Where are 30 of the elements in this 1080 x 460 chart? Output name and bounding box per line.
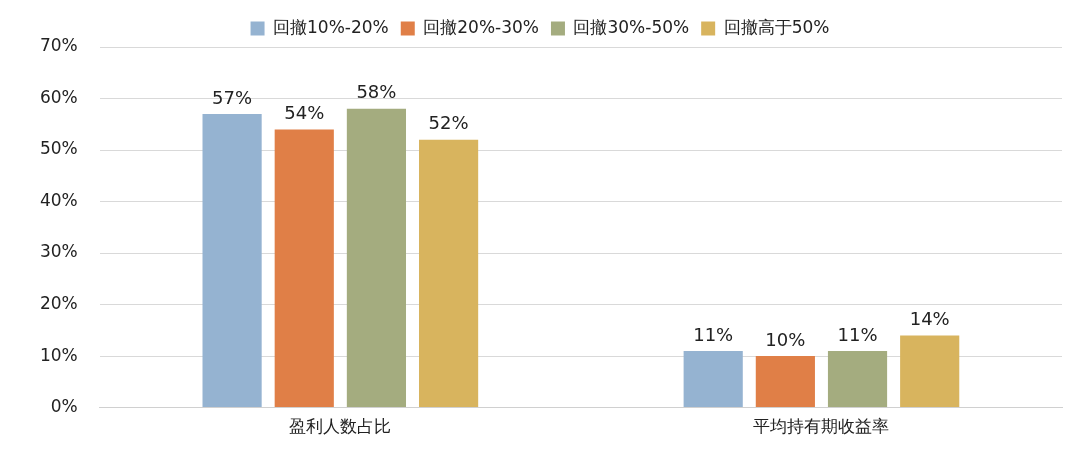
bar <box>346 108 407 408</box>
y-tick-label: 70% <box>39 35 78 56</box>
y-tick-label: 30% <box>39 241 78 262</box>
bar <box>202 113 262 408</box>
y-tick-label: 20% <box>39 292 78 313</box>
x-tick-label: 盈利人数占比 <box>289 416 392 437</box>
y-tick-label: 60% <box>39 86 78 107</box>
data-label: 14% <box>909 308 950 330</box>
data-label: 11% <box>693 323 734 345</box>
y-tick-label: 40% <box>39 189 78 210</box>
legend-label: 回撤高于50% <box>723 16 830 37</box>
data-label: 58% <box>356 81 397 103</box>
bar <box>274 129 334 408</box>
legend-label: 回撤10%-20% <box>273 16 389 37</box>
legend-label: 回撤20%-30% <box>423 16 539 37</box>
bar <box>419 139 479 408</box>
data-label: 52% <box>428 112 469 134</box>
y-tick-label: 0% <box>50 396 78 417</box>
data-label: 10% <box>765 328 806 350</box>
data-label: 54% <box>284 102 325 124</box>
data-label: 57% <box>212 86 253 108</box>
y-tick-label: 10% <box>39 344 78 365</box>
bar <box>755 356 815 408</box>
x-tick-label: 平均持有期收益率 <box>753 416 890 437</box>
bar <box>900 335 960 408</box>
legend-label: 回撤30%-50% <box>573 16 690 37</box>
y-tick-label: 50% <box>39 138 78 159</box>
bar <box>683 350 743 408</box>
bar <box>827 350 888 408</box>
data-label: 11% <box>837 323 878 345</box>
